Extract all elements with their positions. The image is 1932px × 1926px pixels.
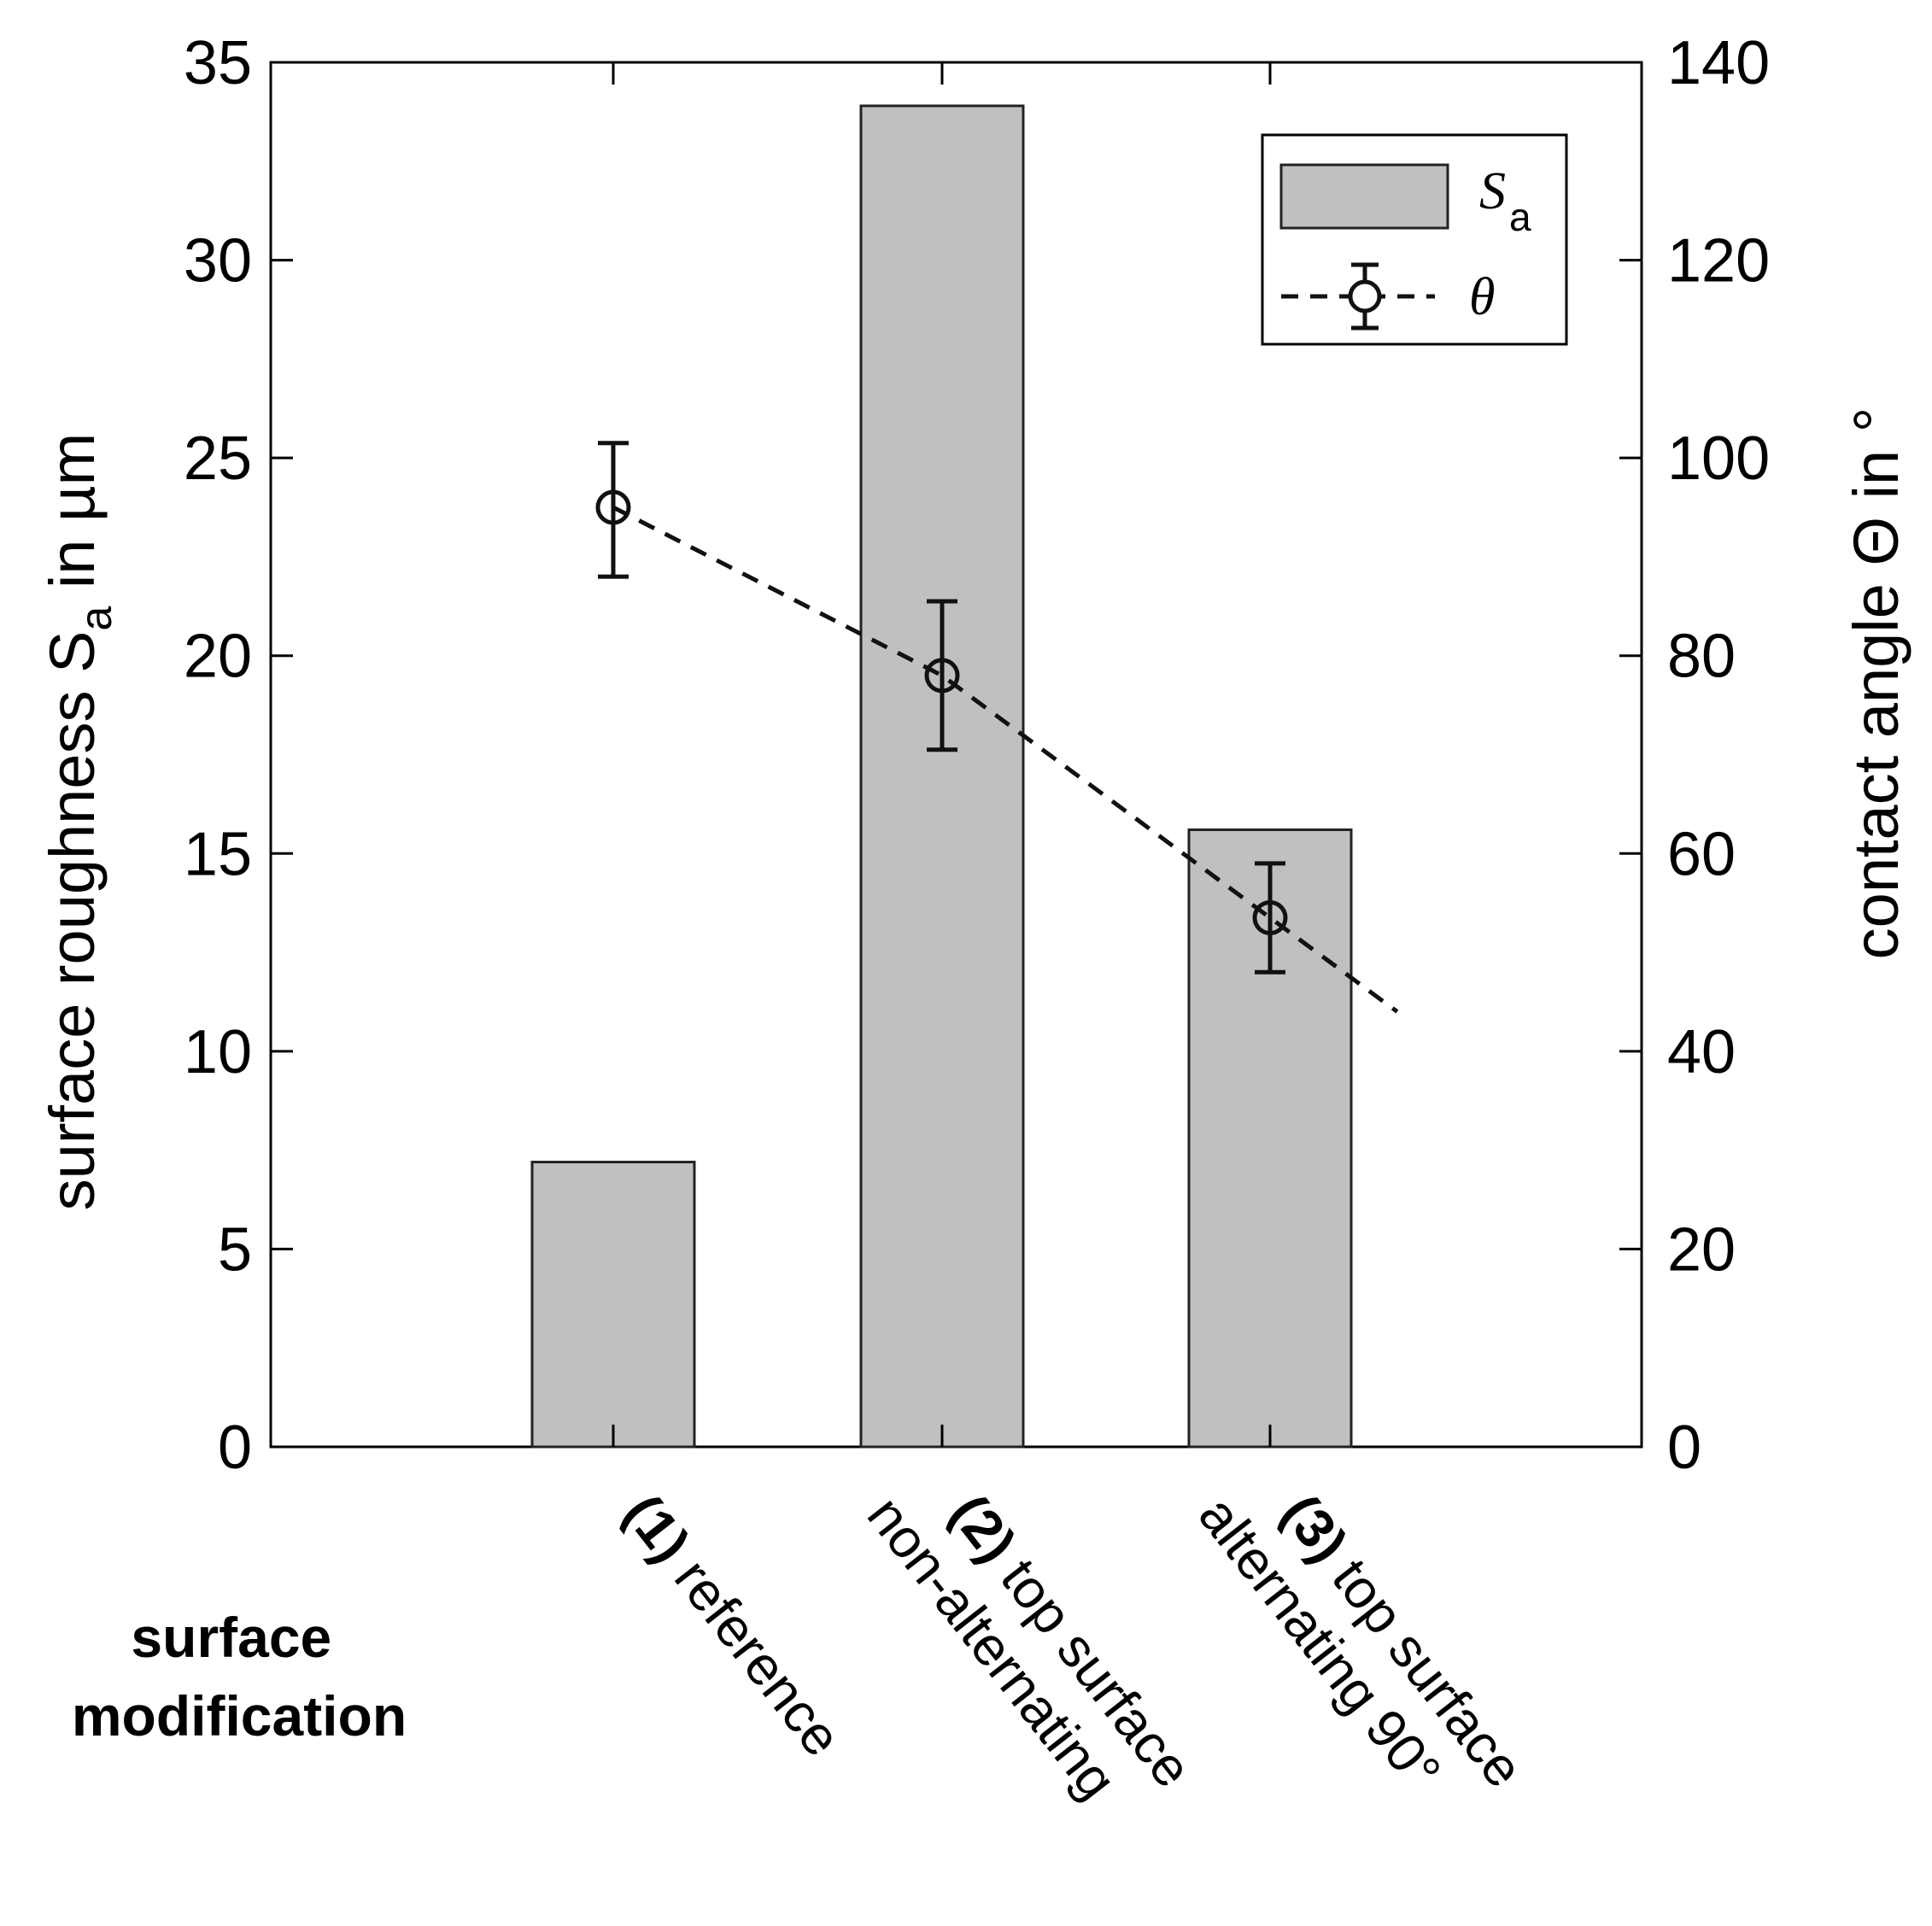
legend-label-sa-main: S: [1479, 162, 1506, 220]
left-tick-label-25: 25: [184, 424, 252, 493]
legend-label-sa: Sa: [1479, 162, 1531, 239]
right-tick-label-100: 100: [1667, 424, 1770, 493]
right-tick-label-60: 60: [1667, 820, 1736, 888]
x-row-title-line-1: surface: [131, 1606, 331, 1669]
left-tick-label-15: 15: [184, 820, 252, 888]
x-row-title-line-2: modification: [72, 1684, 407, 1747]
legend-marker: [1348, 279, 1382, 313]
legend-bar-swatch: [1279, 163, 1449, 230]
left-tick-label-35: 35: [184, 29, 252, 97]
legend: Sa θ: [1261, 133, 1568, 346]
left-tick-label-10: 10: [184, 1018, 252, 1086]
theta-marker-1: [595, 489, 631, 525]
bar-2: [859, 104, 1025, 1449]
left-tick-label-20: 20: [184, 623, 252, 691]
x-row-title: surface modification: [72, 1606, 407, 1747]
left-axis-label: surface roughness Sa in µm: [37, 433, 121, 1211]
right-tick-label-40: 40: [1667, 1018, 1736, 1086]
right-axis-label: contact angle Θ in °: [1841, 407, 1912, 960]
left-axis-label-tail: in µm: [37, 433, 108, 606]
right-tick-label-120: 120: [1667, 227, 1770, 296]
left-axis-label-sub: a: [72, 606, 121, 631]
right-tick-label-80: 80: [1667, 623, 1736, 691]
right-tick-label-140: 140: [1667, 29, 1770, 97]
right-tick-label-0: 0: [1667, 1414, 1701, 1482]
theta-marker-2: [924, 658, 960, 694]
left-tick-label-5: 5: [218, 1215, 252, 1284]
theta-trend-line: [612, 505, 1399, 1014]
left-tick-label-0: 0: [218, 1414, 252, 1482]
left-axis-label-main: surface roughness S: [37, 631, 108, 1211]
legend-label-sa-sub: a: [1509, 195, 1531, 239]
right-tick-label-20: 20: [1667, 1215, 1736, 1284]
theta-marker-3: [1252, 900, 1288, 936]
bar-1: [530, 1161, 696, 1449]
legend-label-theta: θ: [1469, 268, 1495, 326]
left-tick-label-30: 30: [184, 227, 252, 296]
